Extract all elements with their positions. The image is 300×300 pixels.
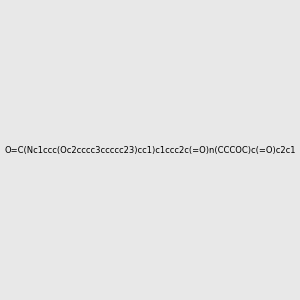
Text: O=C(Nc1ccc(Oc2cccc3ccccc23)cc1)c1ccc2c(=O)n(CCCOC)c(=O)c2c1: O=C(Nc1ccc(Oc2cccc3ccccc23)cc1)c1ccc2c(=… [4, 146, 296, 154]
